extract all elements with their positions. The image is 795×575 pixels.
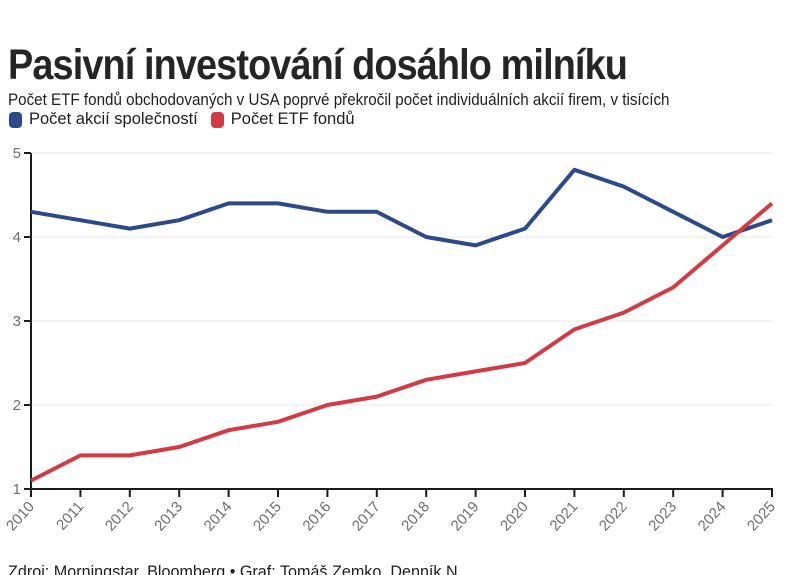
page-title: Pasivní investování dosáhlo milníku xyxy=(8,40,628,89)
chart-subtitle: Počet ETF fondů obchodovaných v USA popr… xyxy=(8,90,670,109)
x-tick-label: 2016 xyxy=(299,498,334,534)
y-tick-label: 1 xyxy=(13,481,21,498)
x-tick-label: 2013 xyxy=(151,498,186,534)
x-tick-label: 2018 xyxy=(398,498,433,534)
legend-label-etf: Počet ETF fondů xyxy=(230,110,355,128)
y-tick-label: 5 xyxy=(13,145,21,162)
legend-swatch-stocks xyxy=(9,111,22,128)
legend-item-etf: Počet ETF fondů xyxy=(210,110,355,129)
chart-legend: Počet akcií společností Počet ETF fondů xyxy=(9,110,355,129)
x-tick-label: 2021 xyxy=(546,498,581,534)
x-tick-label: 2017 xyxy=(349,498,384,534)
y-tick-label: 3 xyxy=(13,313,21,330)
legend-label-stocks: Počet akcií společností xyxy=(29,110,198,128)
x-tick-label: 2019 xyxy=(448,498,483,534)
y-tick-label: 4 xyxy=(13,229,21,246)
x-tick-label: 2011 xyxy=(53,498,87,533)
x-tick-label: 2024 xyxy=(695,498,730,534)
legend-swatch-etf xyxy=(210,111,224,128)
x-tick-label: 2022 xyxy=(596,498,631,534)
x-tick-label: 2014 xyxy=(201,498,236,534)
x-axis: 2010 2011 2012 2013 2014 2015 2016 2017 2018 2019… xyxy=(3,488,779,534)
x-tick-label: 2015 xyxy=(250,498,285,534)
source-credit: Zdroj: Morningstar, Bloomberg • Graf: To… xyxy=(8,562,458,575)
y-tick-label: 2 xyxy=(13,397,21,414)
series-line-etf xyxy=(30,201,774,483)
legend-item-stocks: Počet akcií společností xyxy=(9,110,198,129)
gridlines xyxy=(31,152,772,406)
x-tick-label: 2025 xyxy=(744,498,779,534)
x-tick-label: 2020 xyxy=(497,498,532,534)
x-tick-label: 2012 xyxy=(102,498,137,534)
x-tick-label: 2010 xyxy=(3,498,38,534)
x-tick-label: 2023 xyxy=(645,498,680,534)
series-line-stocks xyxy=(30,167,773,248)
y-axis: 1 2 3 4 5 xyxy=(13,145,32,498)
